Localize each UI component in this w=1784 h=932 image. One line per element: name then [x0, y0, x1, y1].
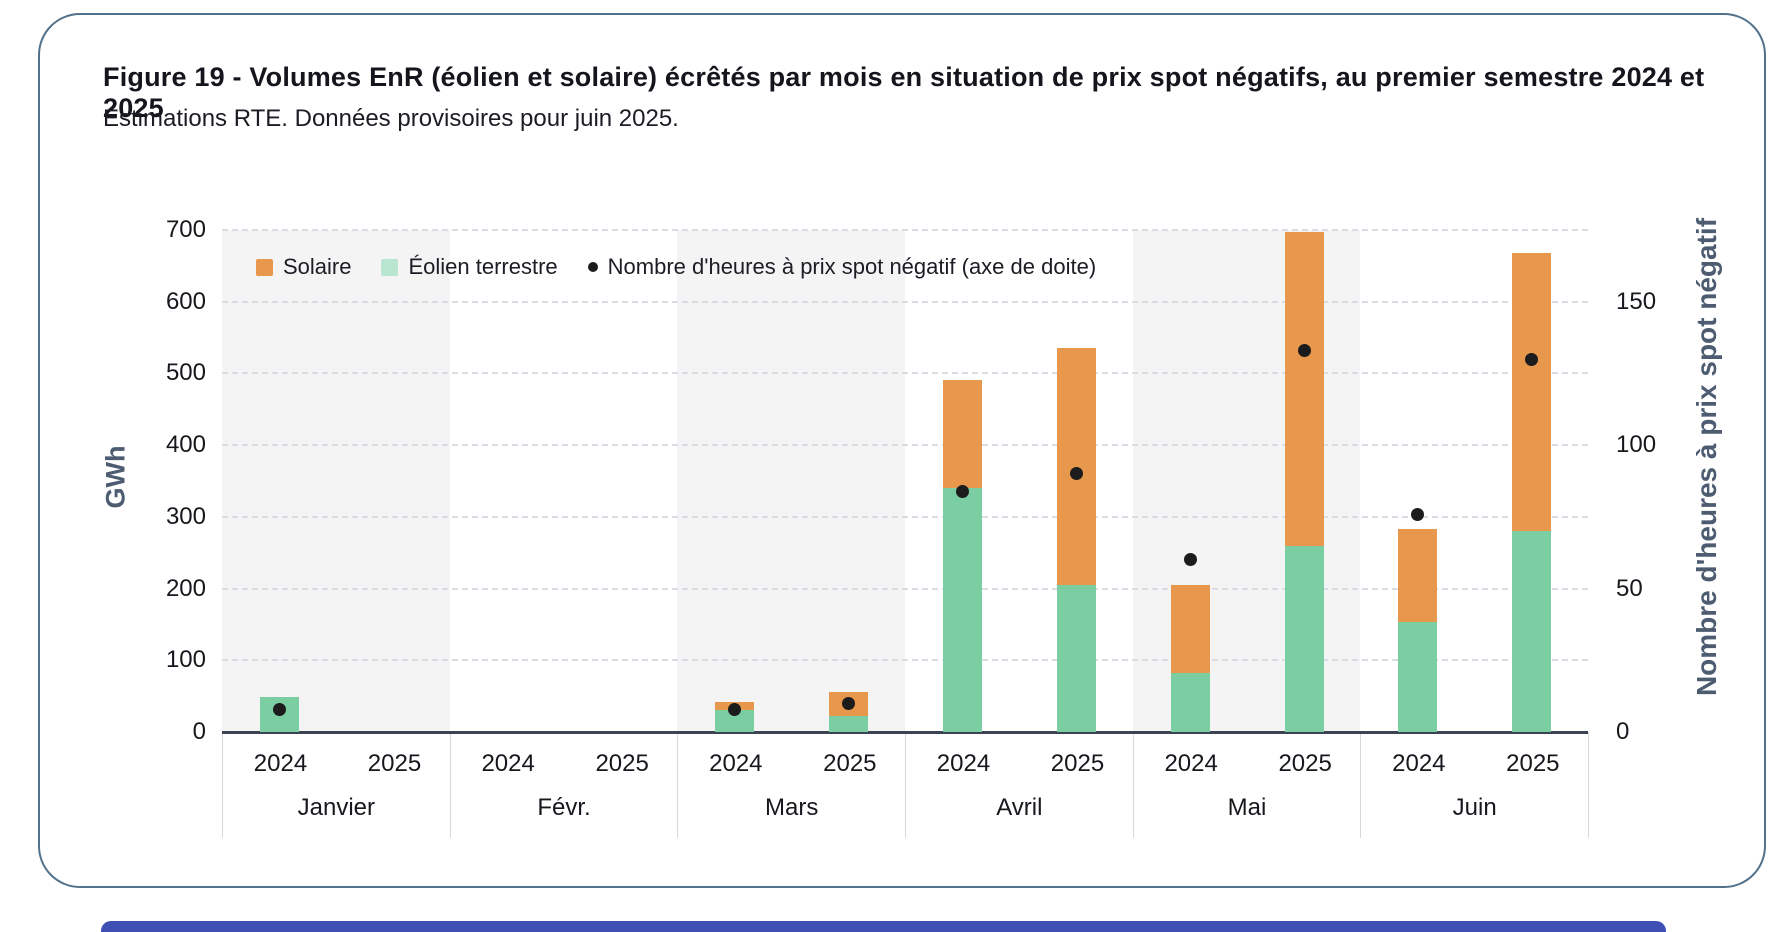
x-month-cell-janvier: 2024 2025 Janvier — [222, 732, 450, 838]
x-year-label-juin-2025: 2025 — [1506, 750, 1560, 777]
month-band-mai — [1132, 230, 1361, 732]
gridline-700 — [222, 229, 1588, 231]
legend-item-solaire: Solaire — [256, 254, 351, 280]
dot-marker-icon — [587, 262, 598, 272]
dot-heures-mars-2025 — [842, 696, 856, 710]
bar-solaire-avril-2024 — [943, 380, 982, 488]
x-month-cell-avril: 2024 2025 Avril — [905, 732, 1133, 838]
x-month-label-janvier: Janvier — [297, 794, 376, 821]
gridline-200 — [222, 587, 1588, 590]
x-month-cell-mai: 2024 2025 Mai — [1132, 732, 1361, 838]
dot-heures-mai-2025 — [1297, 343, 1311, 357]
bar-solaire-avril-2025 — [1057, 348, 1096, 585]
x-year-label-janvier-2024: 2024 — [253, 750, 308, 777]
dot-heures-juin-2024 — [1411, 507, 1425, 521]
y-tick-label-right-150: 150 — [1616, 287, 1657, 315]
gridline-300 — [222, 515, 1588, 518]
gridline-400 — [222, 444, 1588, 447]
eolien-swatch-icon — [381, 258, 399, 276]
x-year-label-mars-2024: 2024 — [709, 750, 763, 777]
y-tick-label-right-0: 0 — [1616, 718, 1630, 745]
solaire-swatch-icon — [256, 258, 273, 276]
bar-solaire-mai-2024 — [1170, 585, 1210, 673]
y-tick-label-left-500: 500 — [165, 359, 206, 387]
dot-heures-janvier-2024 — [273, 702, 286, 716]
bar-eolien-mai-2025 — [1284, 546, 1324, 732]
y-tick-label-left-400: 400 — [165, 431, 206, 459]
bar-eolien-mars-2024 — [715, 710, 755, 732]
x-year-label-févr.-2025: 2025 — [595, 750, 649, 777]
bar-eolien-avril-2025 — [1057, 585, 1096, 732]
x-month-label-mai: Mai — [1227, 794, 1267, 821]
month-band-janvier — [222, 230, 450, 732]
legend-item-dots: Nombre d'heures à prix spot négatif (axe… — [587, 254, 1097, 280]
dot-heures-mars-2024 — [728, 702, 742, 716]
bar-eolien-juin-2024 — [1398, 622, 1438, 732]
bar-eolien-avril-2024 — [943, 488, 982, 732]
x-year-label-mai-2025: 2025 — [1278, 750, 1332, 777]
bar-solaire-mai-2025 — [1284, 232, 1324, 546]
x-month-label-févr.: Févr. — [537, 794, 591, 821]
legend-item-eolien: Éolien terrestre — [381, 254, 558, 280]
y-tick-label-right-50: 50 — [1616, 574, 1643, 602]
figure-subtitle: Estimations RTE. Données provisoires pou… — [103, 105, 679, 132]
y-tick-label-left-100: 100 — [165, 646, 206, 674]
bottom-accent-bar — [101, 921, 1666, 932]
chart-legend: Solaire Éolien terrestre Nombre d'heures… — [256, 254, 1096, 280]
y-tick-label-right-100: 100 — [1616, 431, 1657, 459]
right-axis-title: Nombre d'heures à prix spot négatif — [1691, 217, 1722, 697]
x-year-label-avril-2024: 2024 — [936, 750, 991, 777]
gridline-600 — [222, 300, 1588, 303]
x-year-label-avril-2025: 2025 — [1050, 750, 1105, 777]
x-month-cell-mars: 2024 2025 Mars — [677, 732, 905, 838]
bar-eolien-juin-2025 — [1512, 531, 1552, 732]
figure-title: Figure 19 - Volumes EnR (éolien et solai… — [103, 62, 1705, 123]
month-band-mars — [677, 230, 905, 732]
y-tick-label-left-200: 200 — [165, 574, 206, 602]
y-tick-label-left-0: 0 — [192, 718, 206, 745]
legend-label-dots: Nombre d'heures à prix spot négatif (axe… — [607, 254, 1097, 279]
x-year-label-janvier-2025: 2025 — [367, 750, 422, 777]
bar-eolien-mars-2025 — [829, 716, 869, 732]
bar-eolien-mai-2024 — [1170, 673, 1210, 732]
bar-solaire-juin-2025 — [1512, 253, 1552, 531]
y-tick-label-left-300: 300 — [165, 502, 206, 530]
dot-heures-mai-2024 — [1183, 553, 1197, 567]
gridline-100 — [222, 659, 1588, 662]
x-month-cell-juin: 2024 2025 Juin — [1360, 732, 1589, 838]
x-year-label-juin-2024: 2024 — [1392, 750, 1446, 777]
legend-label-eolien: Éolien terrestre — [408, 254, 558, 279]
dot-heures-avril-2025 — [1070, 467, 1083, 481]
y-tick-label-left-700: 700 — [165, 216, 206, 243]
x-month-label-mars: Mars — [764, 794, 819, 821]
dot-heures-juin-2025 — [1525, 352, 1539, 366]
x-year-label-mars-2025: 2025 — [823, 750, 877, 777]
x-year-label-févr.-2024: 2024 — [481, 750, 535, 777]
x-month-label-juin: Juin — [1452, 794, 1497, 821]
x-year-label-mai-2024: 2024 — [1164, 750, 1218, 777]
gridline-500 — [222, 372, 1588, 375]
x-axis-line — [222, 731, 1588, 734]
plot-area: Solaire Éolien terrestre Nombre d'heures… — [222, 229, 1588, 734]
dot-heures-avril-2024 — [956, 484, 969, 498]
x-month-cell-févr.: 2024 2025 Févr. — [449, 732, 678, 838]
bar-solaire-juin-2024 — [1398, 529, 1438, 622]
legend-label-solaire: Solaire — [283, 254, 352, 279]
y-tick-label-left-600: 600 — [165, 287, 206, 315]
x-month-label-avril: Avril — [996, 794, 1043, 821]
